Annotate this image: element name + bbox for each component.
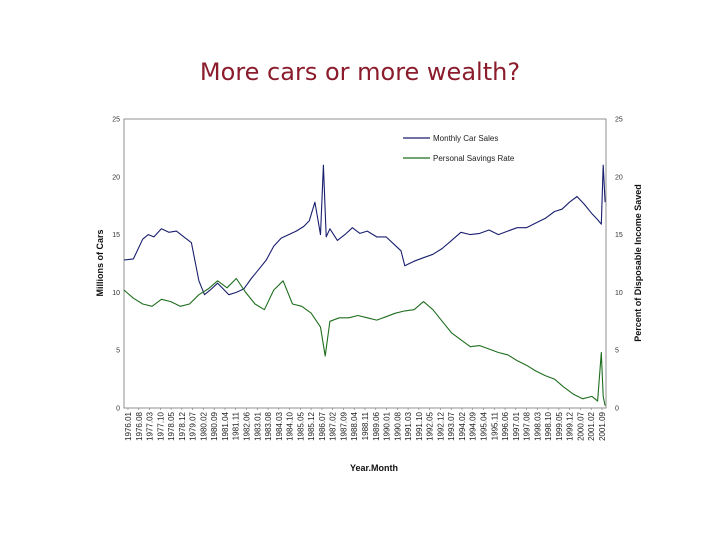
x-tick-label: 1991.03 [404, 411, 413, 440]
plot-area [123, 118, 607, 409]
y2-tick-label: 20 [615, 174, 623, 181]
x-tick-label: 2001.02 [587, 411, 596, 440]
x-tick-label: 1980.09 [210, 411, 219, 440]
x-tick-label: 1976.08 [135, 411, 144, 440]
right-axis: 0 5 10 15 20 25 [615, 117, 623, 413]
x-tick-label: 1998.03 [533, 411, 542, 440]
y-tick-label: 5 [116, 348, 120, 355]
y2-tick-label: 5 [615, 348, 619, 355]
x-tick-label: 1992.12 [436, 411, 445, 440]
left-axis: 0 5 10 15 20 25 [112, 117, 120, 413]
y-tick-label: 0 [116, 406, 120, 413]
x-tick-label: 1995.04 [480, 411, 489, 440]
x-tick-label: 1980.02 [199, 411, 208, 440]
x-tick-label: 1997.01 [512, 411, 521, 440]
series-lines [123, 164, 606, 406]
x-tick-label: 1988.04 [350, 411, 359, 440]
x-tick-label: 1985.05 [296, 411, 305, 440]
legend: Monthly Car Sales Personal Savings Rate [403, 134, 515, 163]
y2-tick-label: 25 [615, 117, 623, 124]
x-tick-label: 1986.07 [318, 411, 327, 440]
slide-title: More cars or more wealth? [199, 58, 521, 86]
series-line-savings-rate [123, 277, 606, 406]
x-tick-label: 1997.08 [523, 411, 532, 440]
x-tick-label: 1976.01 [124, 411, 133, 440]
x-tick-label: 1983.01 [253, 411, 262, 440]
legend-label-savings-rate: Personal Savings Rate [433, 154, 515, 163]
x-tick-label: 1994.09 [469, 411, 478, 440]
x-tick-label: 2001.09 [598, 411, 607, 440]
x-tick-label: 1984.10 [286, 411, 295, 440]
y2-axis-title: Percent of Disposable Income Saved [633, 184, 643, 342]
y-tick-label: 10 [112, 290, 120, 297]
x-tick-label: 1999.05 [555, 411, 564, 440]
x-tick-label: 1977.10 [156, 411, 165, 440]
x-tick-label: 1995.11 [490, 411, 499, 440]
x-axis: 1976.01 1976.08 1977.03 1977.10 1978.05 1978.… [124, 408, 607, 441]
x-tick-label: 1987.02 [329, 411, 338, 440]
y2-tick-label: 10 [615, 290, 623, 297]
y-axis-title: Millions of Cars [95, 229, 105, 296]
x-tick-label: 1977.03 [146, 411, 155, 440]
y-tick-label: 25 [112, 117, 120, 124]
x-tick-label: 1994.02 [458, 411, 467, 440]
x-tick-label: 1990.08 [393, 411, 402, 440]
x-tick-label: 1983.08 [264, 411, 273, 440]
x-tick-label: 1990.01 [383, 411, 392, 440]
x-tick-label: 1981.04 [221, 411, 230, 440]
y2-tick-label: 15 [615, 232, 623, 239]
x-tick-label: 1979.07 [189, 411, 198, 440]
series-line-car-sales [123, 164, 606, 296]
x-axis-title: Year.Month [350, 463, 398, 473]
x-tick-label: 1981.11 [232, 411, 241, 440]
x-tick-label: 1982.06 [243, 411, 252, 440]
legend-label-car-sales: Monthly Car Sales [433, 134, 498, 143]
x-tick-label: 1996.06 [501, 411, 510, 440]
x-tick-label: 1987.09 [339, 411, 348, 440]
x-tick-label: 1998.10 [544, 411, 553, 440]
x-tick-label: 1991.10 [415, 411, 424, 440]
x-tick-label: 1985.12 [307, 411, 316, 440]
x-tick-label: 1989.06 [372, 411, 381, 440]
y-tick-label: 15 [112, 232, 120, 239]
x-tick-label: 1999.12 [566, 411, 575, 440]
x-tick-label: 1988.11 [361, 411, 370, 440]
x-tick-label: 2000.07 [576, 411, 585, 440]
x-tick-label: 1978.12 [178, 411, 187, 440]
x-tick-label: 1993.07 [447, 411, 456, 440]
x-tick-label: 1978.05 [167, 411, 176, 440]
x-tick-label: 1992.05 [426, 411, 435, 440]
y-tick-label: 20 [112, 174, 120, 181]
y2-tick-label: 0 [615, 406, 619, 413]
x-tick-label: 1984.03 [275, 411, 284, 440]
